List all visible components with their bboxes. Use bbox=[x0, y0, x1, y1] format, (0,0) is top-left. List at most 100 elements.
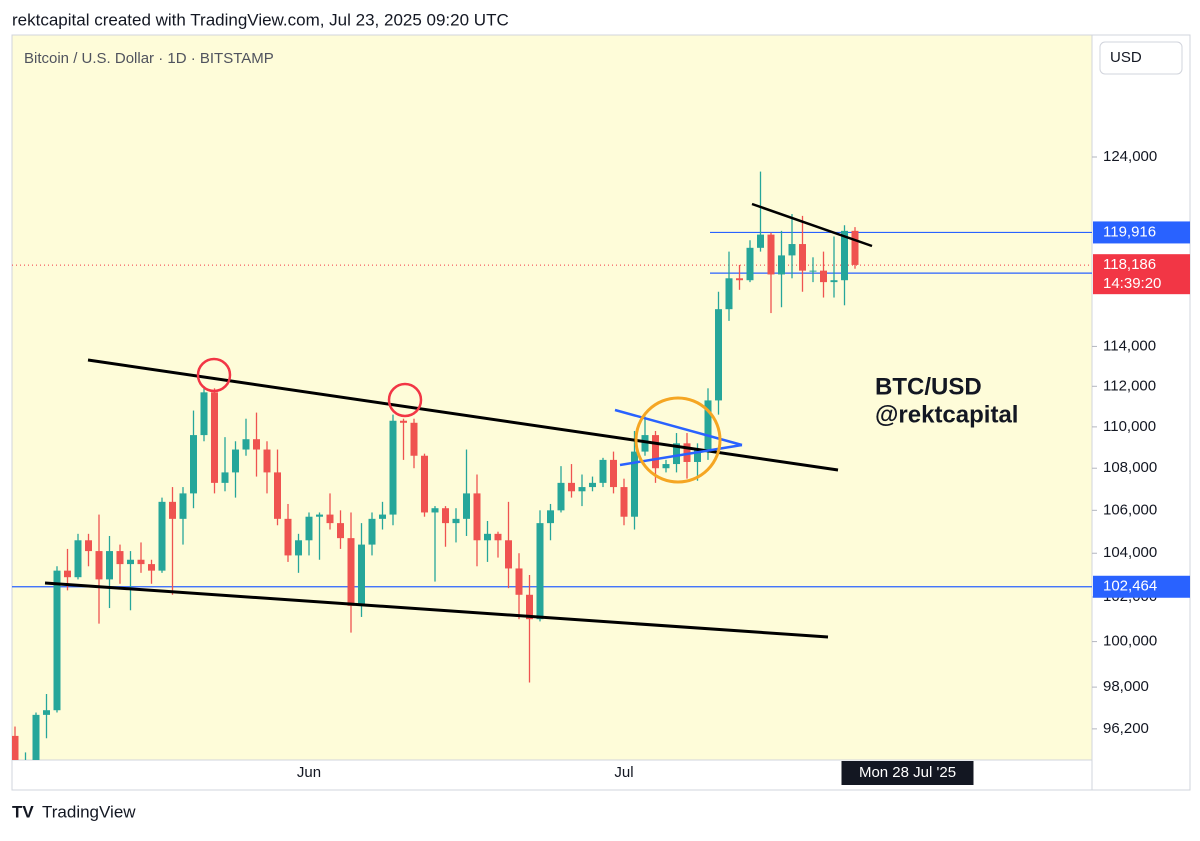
candle-body bbox=[851, 230, 859, 265]
currency[interactable]: USD bbox=[1110, 49, 1142, 66]
y-tick-label: 104,000 bbox=[1103, 544, 1157, 561]
candle-body bbox=[127, 559, 134, 565]
y-tick-label: 106,000 bbox=[1103, 501, 1157, 518]
candle-body bbox=[158, 501, 166, 571]
candle-body bbox=[337, 523, 344, 539]
candle-body bbox=[725, 278, 733, 310]
candle-body bbox=[578, 487, 586, 492]
candle-body bbox=[631, 451, 638, 517]
candle-body bbox=[505, 540, 512, 569]
candle-body bbox=[190, 435, 197, 494]
candle-body bbox=[599, 459, 607, 483]
y-tick-label: 96,200 bbox=[1103, 720, 1149, 737]
candle-body bbox=[221, 472, 229, 483]
candle-body bbox=[53, 570, 61, 711]
y-tick-label: 98,000 bbox=[1103, 678, 1149, 695]
candle-body bbox=[452, 518, 460, 524]
candle-body bbox=[568, 482, 575, 492]
plot-area bbox=[12, 35, 1092, 760]
candle-body bbox=[137, 559, 145, 565]
crosshair-label: Mon 28 Jul '25 bbox=[859, 764, 956, 781]
currency-button[interactable] bbox=[1099, 41, 1183, 75]
candle-body bbox=[326, 514, 334, 524]
candle-body bbox=[704, 400, 712, 450]
candle-body bbox=[284, 518, 292, 556]
y-tick-label: 114,000 bbox=[1103, 337, 1156, 354]
candle-body bbox=[211, 392, 218, 483]
candle-body bbox=[557, 482, 565, 511]
candle-body bbox=[116, 551, 124, 565]
candle-body bbox=[662, 464, 670, 469]
candle-body bbox=[767, 234, 775, 275]
candle-body bbox=[809, 270, 817, 272]
crosshair-box bbox=[841, 761, 974, 785]
drawing bbox=[196, 357, 232, 393]
drawing bbox=[44, 581, 829, 639]
candle-body bbox=[274, 472, 281, 519]
candle-body bbox=[473, 493, 481, 541]
candle-body bbox=[799, 244, 806, 271]
candle-body bbox=[32, 714, 40, 760]
price-label-box bbox=[1093, 221, 1190, 244]
candle-body bbox=[85, 540, 92, 552]
y-tick-label: 112,000 bbox=[1103, 377, 1156, 394]
candle-body bbox=[526, 594, 533, 620]
candle-body bbox=[43, 710, 50, 715]
header: rektcapital created with TradingView.com… bbox=[12, 10, 509, 29]
candle-body bbox=[179, 493, 187, 519]
candle-body bbox=[788, 244, 796, 256]
y-tick-label: 124,000 bbox=[1103, 148, 1157, 165]
x-tick-label: Jul bbox=[614, 764, 633, 781]
plot bbox=[12, 171, 1092, 760]
candle-body bbox=[200, 392, 208, 436]
candle-body bbox=[515, 568, 523, 595]
candle-body bbox=[820, 270, 827, 283]
candle-body bbox=[74, 540, 82, 578]
candle-body bbox=[715, 309, 722, 401]
x-tick-label: Jun bbox=[297, 764, 321, 781]
y-tick-label: 108,000 bbox=[1103, 459, 1157, 476]
candle-body bbox=[232, 449, 239, 473]
candle-body bbox=[368, 518, 376, 545]
countdown: 14:39:20 bbox=[1103, 275, 1161, 292]
last-price-label: 118,186 bbox=[1103, 256, 1156, 273]
footer: TradingView bbox=[42, 802, 136, 821]
candle-body bbox=[494, 533, 502, 541]
symbol: Bitcoin / U.S. Dollar · 1D · BITSTAMP bbox=[24, 50, 274, 67]
candle-body bbox=[379, 514, 386, 519]
candle-body bbox=[673, 443, 680, 465]
candle-body bbox=[358, 544, 365, 606]
candle-body bbox=[736, 278, 743, 281]
candle-body bbox=[95, 551, 103, 580]
candle-body bbox=[253, 439, 260, 450]
candle-body bbox=[305, 516, 313, 541]
candle-body bbox=[263, 449, 271, 473]
candle-body bbox=[641, 435, 649, 452]
price-label: 102,464 bbox=[1103, 578, 1157, 595]
candle-body bbox=[400, 420, 407, 423]
candle-body bbox=[148, 564, 155, 571]
candle-body bbox=[620, 487, 628, 517]
candle-body bbox=[347, 538, 355, 606]
candle-body bbox=[757, 234, 764, 248]
candle-body bbox=[295, 540, 302, 556]
candle-body bbox=[694, 449, 701, 462]
y-tick-label: 110,000 bbox=[1103, 418, 1156, 435]
logo: TV bbox=[12, 802, 34, 821]
candle-body bbox=[12, 735, 19, 760]
candle-body bbox=[106, 551, 113, 580]
candle-body bbox=[463, 493, 470, 519]
candle-body bbox=[421, 455, 428, 513]
drawing bbox=[751, 202, 873, 248]
candle-body bbox=[169, 501, 176, 519]
candle-body bbox=[683, 443, 691, 462]
annotation: @rektcapital bbox=[875, 401, 1018, 428]
drawing bbox=[87, 358, 839, 472]
price-label: 119,916 bbox=[1103, 223, 1156, 240]
price-label-box bbox=[1093, 575, 1190, 598]
candle-body bbox=[589, 482, 596, 488]
candle-body bbox=[610, 459, 617, 488]
drawing bbox=[634, 396, 722, 484]
candle-body bbox=[442, 508, 449, 524]
